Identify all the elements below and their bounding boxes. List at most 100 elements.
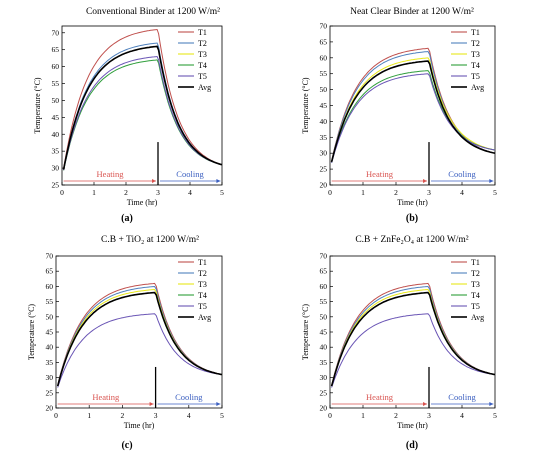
x-axis-label: Time (hr) bbox=[397, 198, 428, 207]
y-tick-label: 65 bbox=[46, 267, 54, 276]
legend-label-avg: Avg bbox=[198, 83, 211, 92]
legend-label-t4: T4 bbox=[198, 291, 207, 300]
series-line-avg bbox=[56, 291, 223, 387]
cooling-label: Cooling bbox=[175, 392, 203, 402]
x-tick-label: 1 bbox=[92, 188, 96, 197]
plot-frame bbox=[61, 25, 223, 186]
y-tick-label: 55 bbox=[320, 297, 328, 306]
cooling-arrowhead bbox=[216, 179, 221, 183]
legend-label-avg: Avg bbox=[471, 83, 484, 92]
y-tick-label: 65 bbox=[320, 37, 328, 46]
legend-label-t5: T5 bbox=[198, 72, 207, 81]
chart-panel-1: Conventional Binder at 1200 W/m²0 1 2 3 4 525… bbox=[33, 7, 224, 224]
panel-label: (b) bbox=[406, 213, 418, 224]
legend-label-t2: T2 bbox=[198, 39, 207, 48]
x-tick-label: 2 bbox=[394, 411, 398, 420]
legend-label-t3: T3 bbox=[198, 280, 207, 289]
plot-frame bbox=[55, 255, 223, 409]
chart-title: Conventional Binder at 1200 W/m² bbox=[86, 7, 220, 17]
legend-label-t3: T3 bbox=[198, 50, 207, 59]
y-tick-label: 55 bbox=[320, 69, 328, 78]
x-tick-label: 2 bbox=[394, 188, 398, 197]
y-axis-label: Temperature (°C) bbox=[33, 77, 42, 134]
series-line-avg bbox=[330, 60, 496, 163]
y-tick-label: 50 bbox=[320, 85, 328, 94]
y-tick-label: 30 bbox=[320, 149, 328, 158]
y-tick-label: 35 bbox=[52, 147, 60, 156]
legend-label-t4: T4 bbox=[471, 61, 480, 70]
legend-label-t5: T5 bbox=[198, 302, 207, 311]
legend-label-t1: T1 bbox=[471, 258, 480, 267]
x-tick-label: 3 bbox=[156, 188, 160, 197]
chart-title: Neat Clear Binder at 1200 W/m² bbox=[350, 7, 474, 17]
series-line-t5 bbox=[63, 55, 223, 171]
legend-label-t5: T5 bbox=[471, 302, 480, 311]
y-tick-label: 60 bbox=[320, 53, 328, 62]
heating-label: Heating bbox=[97, 169, 125, 179]
legend-label-t1: T1 bbox=[198, 258, 207, 267]
plot-frame bbox=[329, 255, 496, 409]
legend-label-t1: T1 bbox=[471, 28, 480, 37]
y-axis-label: Temperature (°C) bbox=[27, 304, 36, 361]
y-tick-label: 60 bbox=[320, 282, 328, 291]
y-tick-label: 30 bbox=[46, 373, 54, 382]
series-line-t3 bbox=[331, 57, 496, 162]
y-tick-label: 40 bbox=[52, 130, 60, 139]
y-tick-label: 40 bbox=[320, 343, 328, 352]
y-tick-label: 20 bbox=[320, 181, 328, 190]
x-tick-label: 5 bbox=[220, 411, 224, 420]
x-axis-label: Time (hr) bbox=[397, 421, 428, 430]
x-tick-label: 5 bbox=[493, 188, 497, 197]
x-tick-label: 3 bbox=[154, 411, 158, 420]
x-tick-label: 2 bbox=[124, 188, 128, 197]
heating-arrowhead bbox=[423, 402, 427, 406]
x-tick-label: 4 bbox=[187, 411, 191, 420]
x-tick-label: 4 bbox=[188, 188, 192, 197]
y-tick-label: 30 bbox=[52, 164, 60, 173]
chart-title: C.B + TiO₂ at 1200 W/m² bbox=[101, 235, 199, 245]
y-tick-label: 65 bbox=[52, 45, 60, 54]
x-tick-label: 5 bbox=[220, 188, 224, 197]
y-tick-label: 60 bbox=[52, 62, 60, 71]
y-tick-label: 25 bbox=[320, 388, 328, 397]
x-tick-label: 5 bbox=[493, 411, 497, 420]
x-tick-label: 0 bbox=[328, 411, 332, 420]
legend-label-avg: Avg bbox=[198, 313, 211, 322]
x-tick-label: 2 bbox=[121, 411, 125, 420]
y-tick-label: 45 bbox=[320, 328, 328, 337]
chart-panel-4: C.B + ZnFe₂O₄ at 1200 W/m²0 1 2 3 4 520253035… bbox=[301, 235, 497, 451]
heating-label: Heating bbox=[92, 392, 120, 402]
x-tick-label: 0 bbox=[54, 411, 58, 420]
x-tick-label: 3 bbox=[427, 188, 431, 197]
y-tick-label: 35 bbox=[320, 358, 328, 367]
y-tick-label: 70 bbox=[46, 252, 54, 261]
y-tick-label: 35 bbox=[320, 133, 328, 142]
y-tick-label: 55 bbox=[52, 79, 60, 88]
series-line-avg bbox=[330, 291, 496, 387]
y-tick-label: 40 bbox=[46, 343, 54, 352]
legend-label-t4: T4 bbox=[198, 61, 207, 70]
legend-label-t2: T2 bbox=[471, 39, 480, 48]
heating-label: Heating bbox=[366, 169, 394, 179]
chart-panel-2: Neat Clear Binder at 1200 W/m²0 1 2 3 4 52025… bbox=[301, 7, 497, 224]
cooling-label: Cooling bbox=[448, 169, 476, 179]
y-tick-label: 25 bbox=[320, 165, 328, 174]
series-line-t5 bbox=[331, 313, 496, 388]
heating-arrowhead bbox=[152, 179, 156, 183]
y-tick-label: 20 bbox=[320, 404, 328, 413]
y-tick-label: 50 bbox=[46, 312, 54, 321]
x-axis-label: Time (hr) bbox=[124, 421, 155, 430]
y-tick-label: 40 bbox=[320, 117, 328, 126]
x-tick-label: 0 bbox=[60, 188, 64, 197]
legend-label-t1: T1 bbox=[198, 28, 207, 37]
y-tick-label: 60 bbox=[46, 282, 54, 291]
chart-panel-3: C.B + TiO₂ at 1200 W/m²0 1 2 3 4 520253035404… bbox=[27, 235, 224, 451]
y-tick-label: 35 bbox=[46, 358, 54, 367]
y-tick-label: 55 bbox=[46, 297, 54, 306]
cooling-label: Cooling bbox=[176, 169, 204, 179]
heating-arrowhead bbox=[423, 179, 427, 183]
legend-label-t2: T2 bbox=[198, 269, 207, 278]
heating-arrowhead bbox=[149, 402, 154, 406]
x-tick-label: 4 bbox=[460, 188, 464, 197]
